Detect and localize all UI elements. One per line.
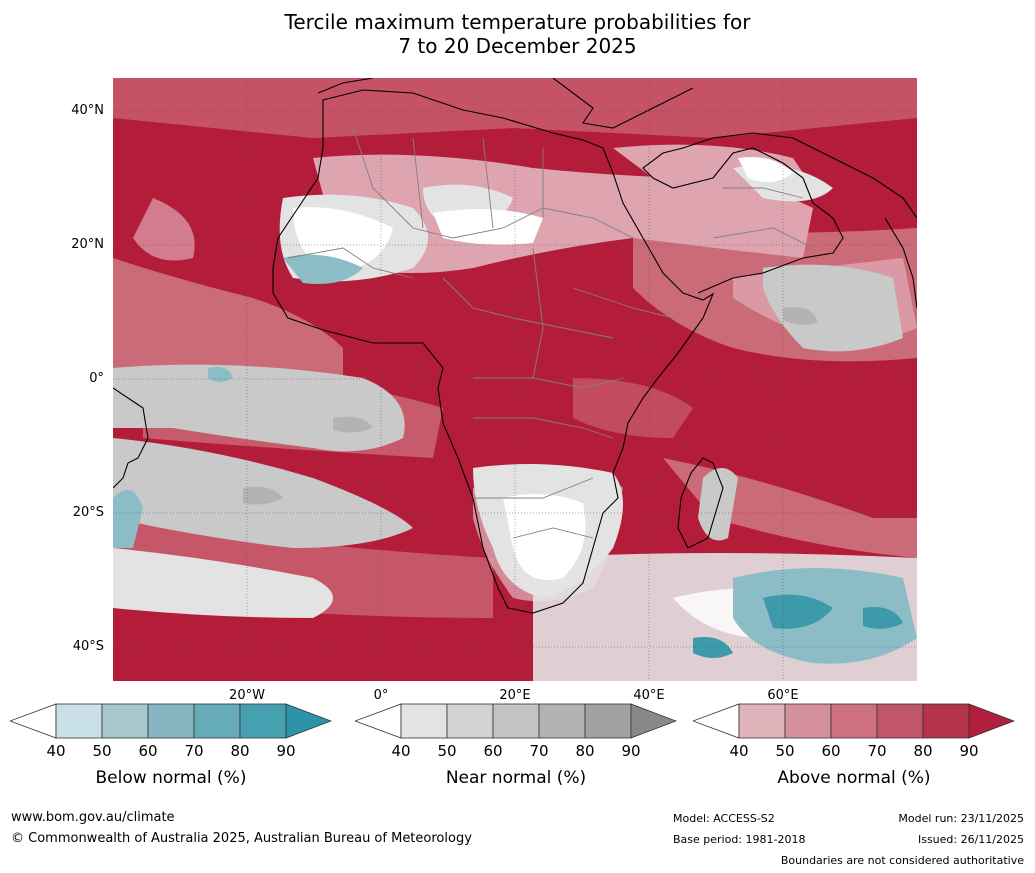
above-swatch-1 xyxy=(738,703,786,739)
colorbar-near-svg xyxy=(353,703,678,739)
near-swatch-1 xyxy=(400,703,448,739)
near-tick-70: 70 xyxy=(529,742,549,760)
near-swatch-3 xyxy=(492,703,540,739)
graticule xyxy=(113,78,917,681)
above-swatch-3 xyxy=(830,703,878,739)
below-normal-title: Below normal (%) xyxy=(95,768,247,788)
model-name: Model: ACCESS-S2 xyxy=(673,812,775,825)
below-tick-90: 90 xyxy=(276,742,296,760)
title-line-1: Tercile maximum temperature probabilitie… xyxy=(284,10,751,34)
near-tick-90: 90 xyxy=(621,742,641,760)
above-swatch-4 xyxy=(876,703,924,739)
below-tick-70: 70 xyxy=(184,742,204,760)
below-tick-80: 80 xyxy=(230,742,250,760)
near-tick-60: 60 xyxy=(483,742,503,760)
near-swatch-4 xyxy=(538,703,586,739)
below-swatch-2 xyxy=(101,703,149,739)
copyright-text: © Commonwealth of Australia 2025, Austra… xyxy=(11,831,472,846)
below-swatch-5 xyxy=(239,703,287,739)
near-tick-40: 40 xyxy=(391,742,411,760)
colorbar-near-normal xyxy=(353,703,678,743)
below-arrow-low xyxy=(8,703,57,739)
above-arrow-low xyxy=(691,703,740,739)
model-run-date: Model run: 23/11/2025 xyxy=(898,812,1024,825)
website-link[interactable]: www.bom.gov.au/climate xyxy=(11,810,175,825)
near-normal-title: Near normal (%) xyxy=(445,768,587,788)
colorbar-above-normal xyxy=(691,703,1016,743)
above-tick-70: 70 xyxy=(867,742,887,760)
near-tick-80: 80 xyxy=(575,742,595,760)
above-tick-80: 80 xyxy=(913,742,933,760)
below-tick-50: 50 xyxy=(92,742,112,760)
boundaries-disclaimer: Boundaries are not considered authoritat… xyxy=(780,854,1024,867)
above-swatch-2 xyxy=(784,703,832,739)
above-tick-50: 50 xyxy=(775,742,795,760)
below-arrow-high xyxy=(285,703,333,739)
near-arrow-low xyxy=(353,703,402,739)
above-tick-40: 40 xyxy=(729,742,749,760)
colorbar-above-svg xyxy=(691,703,1016,739)
below-normal-dark-areas xyxy=(693,594,903,658)
above-tick-90: 90 xyxy=(959,742,979,760)
near-arrow-high xyxy=(630,703,678,739)
coastlines xyxy=(113,78,917,614)
issued-date: Issued: 26/11/2025 xyxy=(917,833,1024,846)
country-borders xyxy=(287,127,814,539)
lon-label-20e: 20°E xyxy=(499,688,531,703)
base-period: Base period: 1981-2018 xyxy=(673,833,806,846)
near-tick-50: 50 xyxy=(437,742,457,760)
probability-map[interactable] xyxy=(113,78,917,681)
near-swatch-2 xyxy=(446,703,494,739)
lat-label-20s: 20°S xyxy=(72,505,104,520)
map-svg xyxy=(113,78,917,681)
below-swatch-3 xyxy=(147,703,195,739)
lat-label-equator: 0° xyxy=(89,371,104,386)
chart-title: Tercile maximum temperature probabilitie… xyxy=(0,10,1035,58)
below-tick-60: 60 xyxy=(138,742,158,760)
near-normal-speckles xyxy=(243,307,818,505)
lat-label-20n: 20°N xyxy=(71,237,104,252)
above-tick-60: 60 xyxy=(821,742,841,760)
near-swatch-5 xyxy=(584,703,632,739)
above-normal-title: Above normal (%) xyxy=(777,768,931,788)
lat-label-40s: 40°S xyxy=(72,639,104,654)
lon-label-20w: 20°W xyxy=(229,688,265,703)
below-tick-40: 40 xyxy=(46,742,66,760)
colorbar-below-svg xyxy=(8,703,333,739)
below-swatch-4 xyxy=(193,703,241,739)
below-swatch-1 xyxy=(55,703,103,739)
lon-label-60e: 60°E xyxy=(767,688,799,703)
above-swatch-5 xyxy=(922,703,970,739)
above-arrow-high xyxy=(968,703,1016,739)
lat-label-40n: 40°N xyxy=(71,103,104,118)
lon-label-40e: 40°E xyxy=(633,688,665,703)
lon-label-0: 0° xyxy=(373,688,389,703)
colorbar-below-normal xyxy=(8,703,333,743)
title-line-2: 7 to 20 December 2025 xyxy=(398,34,637,58)
